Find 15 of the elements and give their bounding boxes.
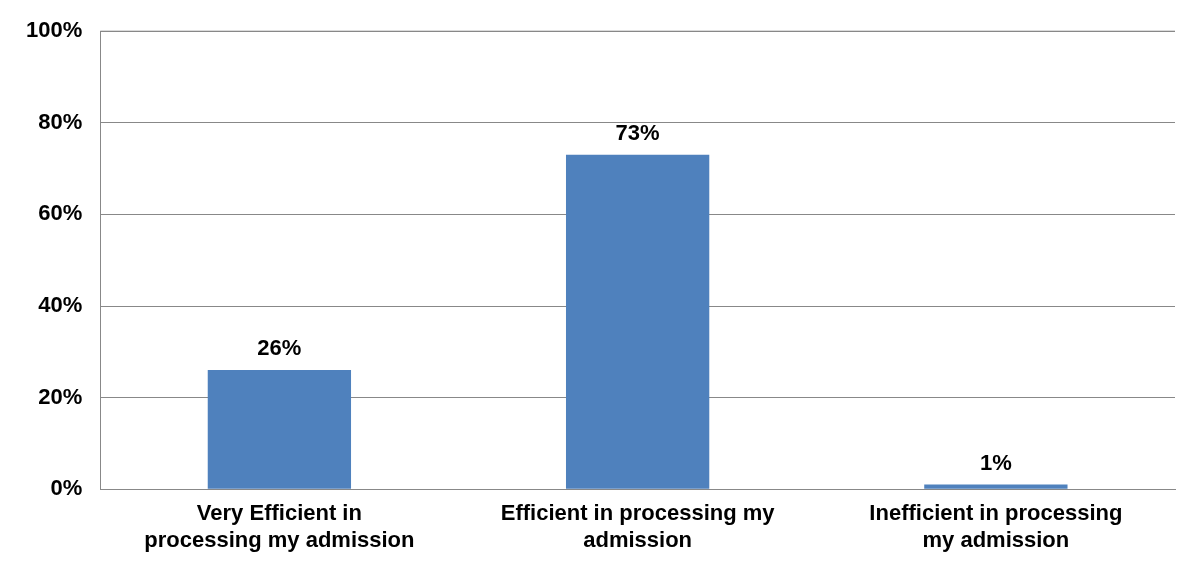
y-tick-label: 60% — [38, 200, 83, 226]
x-tick-label: Inefficient in processing my admission — [869, 500, 1123, 552]
bar — [207, 370, 352, 489]
bar — [924, 484, 1068, 489]
x-tick-label: Efficient in processing my admission — [500, 500, 776, 552]
data-label: 1% — [979, 449, 1012, 475]
y-tick-label: 0% — [50, 475, 83, 501]
x-tick-label: Very Efficient in processing my admission — [144, 500, 415, 552]
y-tick-label: 40% — [38, 292, 83, 318]
data-label: 26% — [257, 335, 302, 361]
data-label: 73% — [615, 119, 660, 145]
y-tick-label: 20% — [38, 383, 83, 409]
y-tick-label: 100% — [25, 17, 83, 43]
y-tick-label: 80% — [38, 108, 83, 134]
bar — [565, 154, 710, 489]
